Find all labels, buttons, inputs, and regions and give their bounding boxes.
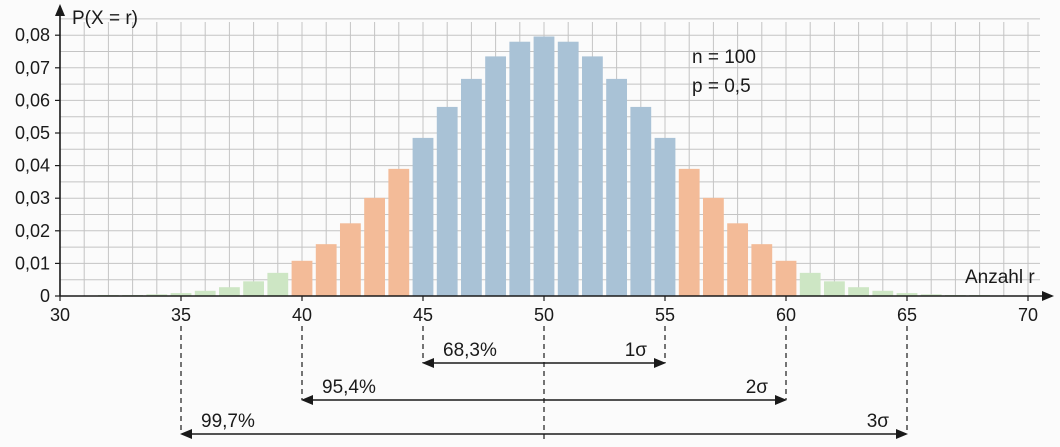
interval-sigma-label: 3σ [867,411,890,432]
bar-r-52 [581,56,603,296]
y-tick-label: 0,06 [15,90,50,110]
bar-r-42 [339,223,361,296]
y-tick-label: 0,01 [15,253,50,273]
bar-r-54 [630,106,652,296]
bar-r-61 [799,272,821,296]
sigma-intervals: 68,3% 1σ 95,4% 2σ 99,7% 3σ [180,326,908,440]
bar-r-63 [848,287,870,296]
bar-r-55 [654,137,676,296]
y-tick-label: 0,04 [15,156,50,176]
bar-r-60 [775,260,797,296]
bar-r-58 [727,223,749,296]
tick-labels: 30 35 40 45 50 55 60 65 70 0 0,01 0,02 0,03 0,04 0,05 0… [15,25,1038,325]
bar-r-34 [146,294,168,296]
x-tick-label: 50 [534,305,554,325]
y-tick-label: 0,08 [15,25,50,45]
y-tick-label: 0 [40,286,50,306]
x-tick-label: 70 [1018,305,1038,325]
param-p-label: p = 0,5 [692,76,751,97]
bar-r-64 [872,290,894,296]
bar-r-36 [194,290,216,296]
y-tick-label: 0,05 [15,123,50,143]
bar-r-51 [557,41,579,296]
y-tick-label: 0,03 [15,188,50,208]
x-tick-label: 65 [897,305,917,325]
x-tick-label: 60 [776,305,796,325]
bar-r-39 [267,272,289,296]
x-tick-label: 40 [292,305,312,325]
bar-r-47 [460,78,482,296]
interval-sigma-label: 2σ [746,377,769,398]
bar-r-49 [509,41,531,296]
interval-sigma-label: 1σ [625,340,648,361]
interval-percent-label: 68,3% [443,340,497,361]
x-tick-label: 30 [50,305,70,325]
bar-r-57 [702,197,724,296]
x-tick-label: 45 [413,305,433,325]
x-axis-title: Anzahl r [965,267,1035,288]
interval-percent-label: 95,4% [322,377,376,398]
bar-r-41 [315,244,337,296]
bar-r-35 [170,293,192,296]
bar-r-62 [823,281,845,296]
bar-r-40 [291,260,313,296]
bar-r-48 [485,56,507,296]
bar-r-46 [436,106,458,296]
y-axis-title: P(X = r) [72,8,138,29]
bar-r-59 [751,244,773,296]
bar-r-50 [533,36,555,297]
bar-r-44 [388,168,410,296]
bar-r-37 [218,287,240,296]
bar-r-56 [678,168,700,296]
bar-r-43 [364,197,386,296]
y-tick-label: 0,02 [15,221,50,241]
x-tick-label: 55 [655,305,675,325]
interval-percent-label: 99,7% [201,411,255,432]
axes [55,4,1054,301]
bar-r-53 [606,78,628,296]
bar-r-65 [896,293,918,296]
bar-r-38 [243,281,265,296]
bars [97,36,991,297]
bar-r-66 [920,294,942,296]
bar-r-45 [412,137,434,296]
param-n-label: n = 100 [692,47,756,68]
y-tick-label: 0,07 [15,58,50,78]
x-tick-label: 35 [171,305,191,325]
